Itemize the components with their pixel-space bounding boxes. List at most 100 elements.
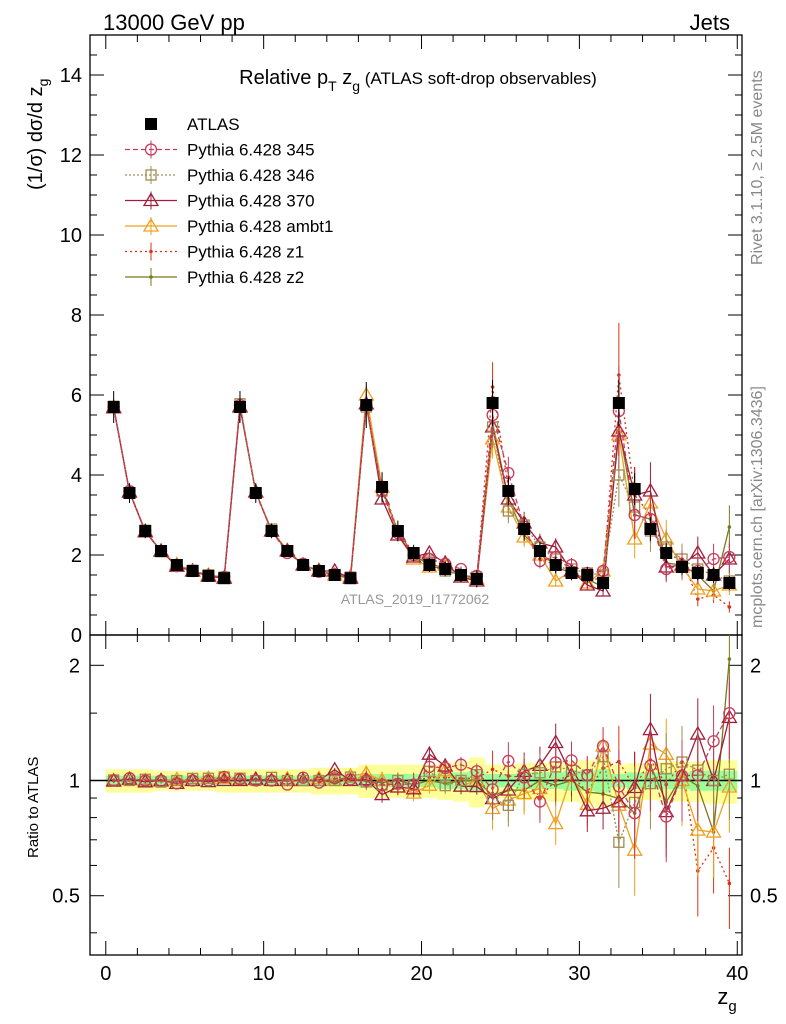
- ratio-point-pythia-6-428-346: [455, 774, 467, 787]
- atlas-point: [139, 525, 152, 537]
- legend-marker-atlas: [145, 118, 157, 130]
- ratio-point-pythia-6-428-370: [247, 770, 264, 785]
- ratio-ytick-label-right: 0.5: [750, 886, 778, 908]
- ratio-panel: 0 10 20 30 40 0.5 0.5 1 1 2 2: [52, 634, 778, 985]
- series-point-pythia-6-428-z1: [695, 597, 700, 601]
- legend-marker-pythia-6-428-345: [144, 143, 158, 156]
- series-point-pythia-6-428-ambt1: [689, 580, 706, 595]
- ratio-xtick-label: 40: [726, 963, 748, 985]
- ratio-point-pythia-6-428-ambt1: [547, 815, 564, 830]
- main-data: [105, 323, 738, 613]
- series-point-pythia-6-428-370: [579, 576, 596, 591]
- ratio-point-pythia-6-428-345: [628, 806, 641, 820]
- legend-label-atlas: ATLAS: [187, 115, 240, 134]
- main-ytick-label: 2: [71, 545, 82, 567]
- ratio-ytick-label: 2: [69, 655, 80, 677]
- atlas-point: [439, 563, 452, 575]
- ratio-point-pythia-6-428-345: [296, 771, 310, 784]
- atlas-point: [628, 483, 641, 495]
- ratio-point-pythia-6-428-345: [139, 774, 152, 787]
- series-point-pythia-6-428-345: [660, 562, 673, 576]
- main-ylabel: (1/σ) dσ/d zg: [25, 79, 51, 190]
- ratio-point-pythia-6-428-345: [581, 768, 594, 782]
- legend-marker-pythia-6-428-ambt1: [142, 217, 160, 232]
- ratio-point-pythia-6-428-345: [281, 778, 294, 791]
- ratio-point-pythia-6-428-345: [517, 771, 531, 784]
- series-point-pythia-6-428-ambt1: [516, 528, 533, 543]
- ratio-point-pythia-6-428-345: [375, 778, 389, 792]
- ratio-point-pythia-6-428-ambt1: [421, 777, 438, 791]
- ratio-point-pythia-6-428-346: [660, 763, 672, 775]
- ratio-point-pythia-6-428-346: [723, 768, 736, 780]
- ratio-point-pythia-6-428-z1: [490, 767, 495, 772]
- ratio-xtick-label: 0: [100, 963, 111, 985]
- ratio-point-pythia-6-428-345: [486, 783, 499, 796]
- series-point-pythia-6-428-345: [723, 550, 736, 564]
- atlas-point: [233, 401, 246, 413]
- ratio-ytick-label-right: 2: [750, 655, 761, 677]
- legend-marker-pythia-6-428-370: [142, 192, 160, 207]
- ratio-point-pythia-6-428-345: [644, 759, 657, 772]
- atlas-point: [155, 545, 168, 557]
- atlas-point: [549, 559, 562, 571]
- series-point-pythia-6-428-345: [707, 552, 720, 566]
- main-ytick-label: 14: [60, 65, 82, 87]
- ratio-point-pythia-6-428-370: [373, 786, 391, 801]
- header-left: 13000 GeV pp: [103, 10, 245, 35]
- legend-label-pythia-6-428-ambt1: Pythia 6.428 ambt1: [187, 217, 333, 236]
- atlas-point: [723, 577, 736, 589]
- ratio-xtick-label: 10: [253, 963, 275, 985]
- ratio-ylabel: Ratio to ATLAS: [25, 757, 42, 858]
- series-point-pythia-6-428-370: [373, 490, 391, 505]
- ratio-point-pythia-6-428-345: [565, 754, 578, 767]
- ratio-point-pythia-6-428-345: [707, 735, 720, 748]
- atlas-point: [612, 397, 625, 409]
- ratio-point-pythia-6-428-346: [502, 799, 515, 812]
- ratio-xtick-label: 30: [568, 963, 590, 985]
- ratio-point-pythia-6-428-ambt1: [405, 784, 422, 799]
- ratio-point-pythia-6-428-345: [407, 778, 420, 791]
- ratio-point-pythia-6-428-345: [391, 777, 404, 790]
- atlas-point: [186, 565, 199, 577]
- ratio-point-pythia-6-428-z1: [727, 881, 732, 886]
- atlas-point: [565, 567, 578, 579]
- series-point-pythia-6-428-345: [628, 508, 641, 522]
- legend-label-pythia-6-428-370: Pythia 6.428 370: [187, 192, 315, 211]
- legend-label-pythia-6-428-345: Pythia 6.428 345: [187, 141, 315, 160]
- ratio-point-pythia-6-428-370: [342, 772, 359, 787]
- atlas-point: [423, 559, 436, 571]
- ratio-point-pythia-6-428-z2: [727, 657, 732, 661]
- ratio-point-pythia-6-428-345: [249, 774, 262, 787]
- ratio-point-pythia-6-428-345: [454, 758, 468, 771]
- ratio-point-pythia-6-428-346: [439, 779, 451, 792]
- ratio-point-pythia-6-428-345: [533, 795, 547, 808]
- atlas-point: [660, 547, 673, 559]
- ratio-point-pythia-6-428-370: [405, 780, 422, 795]
- atlas-point: [265, 525, 278, 537]
- ratio-point-pythia-6-428-346: [534, 767, 546, 779]
- legend-label-pythia-6-428-346: Pythia 6.428 346: [187, 166, 315, 185]
- ratio-data: [105, 635, 738, 930]
- ratio-ytick-label-right: 1: [750, 771, 761, 793]
- main-ytick-label: 6: [71, 385, 82, 407]
- ratio-point-pythia-6-428-345: [723, 706, 736, 720]
- legend-marker-pythia-6-428-346: [145, 169, 157, 181]
- atlas-point: [676, 561, 689, 573]
- ratio-xtick-label: 20: [410, 963, 432, 985]
- ratio-frame: [89, 634, 743, 956]
- legend: ATLAS Pythia 6.428 345 Pythia 6.428 346 Pyt…: [125, 115, 333, 287]
- atlas-point: [328, 569, 341, 581]
- legend-marker-pythia-6-428-z2: [149, 275, 153, 279]
- main-ytick-label: 8: [71, 305, 82, 327]
- atlas-point: [391, 525, 404, 537]
- analysis-label: ATLAS_2019_I1772062: [341, 591, 490, 607]
- ratio-point-pythia-6-428-345: [675, 769, 689, 782]
- ratio-point-pythia-6-428-370: [579, 802, 596, 817]
- ratio-point-pythia-6-428-370: [216, 772, 233, 787]
- atlas-point: [360, 399, 373, 411]
- atlas-point: [202, 569, 215, 582]
- ratio-point-pythia-6-428-345: [549, 756, 562, 769]
- legend-marker-pythia-6-428-z1: [149, 249, 153, 254]
- atlas-point: [407, 547, 420, 559]
